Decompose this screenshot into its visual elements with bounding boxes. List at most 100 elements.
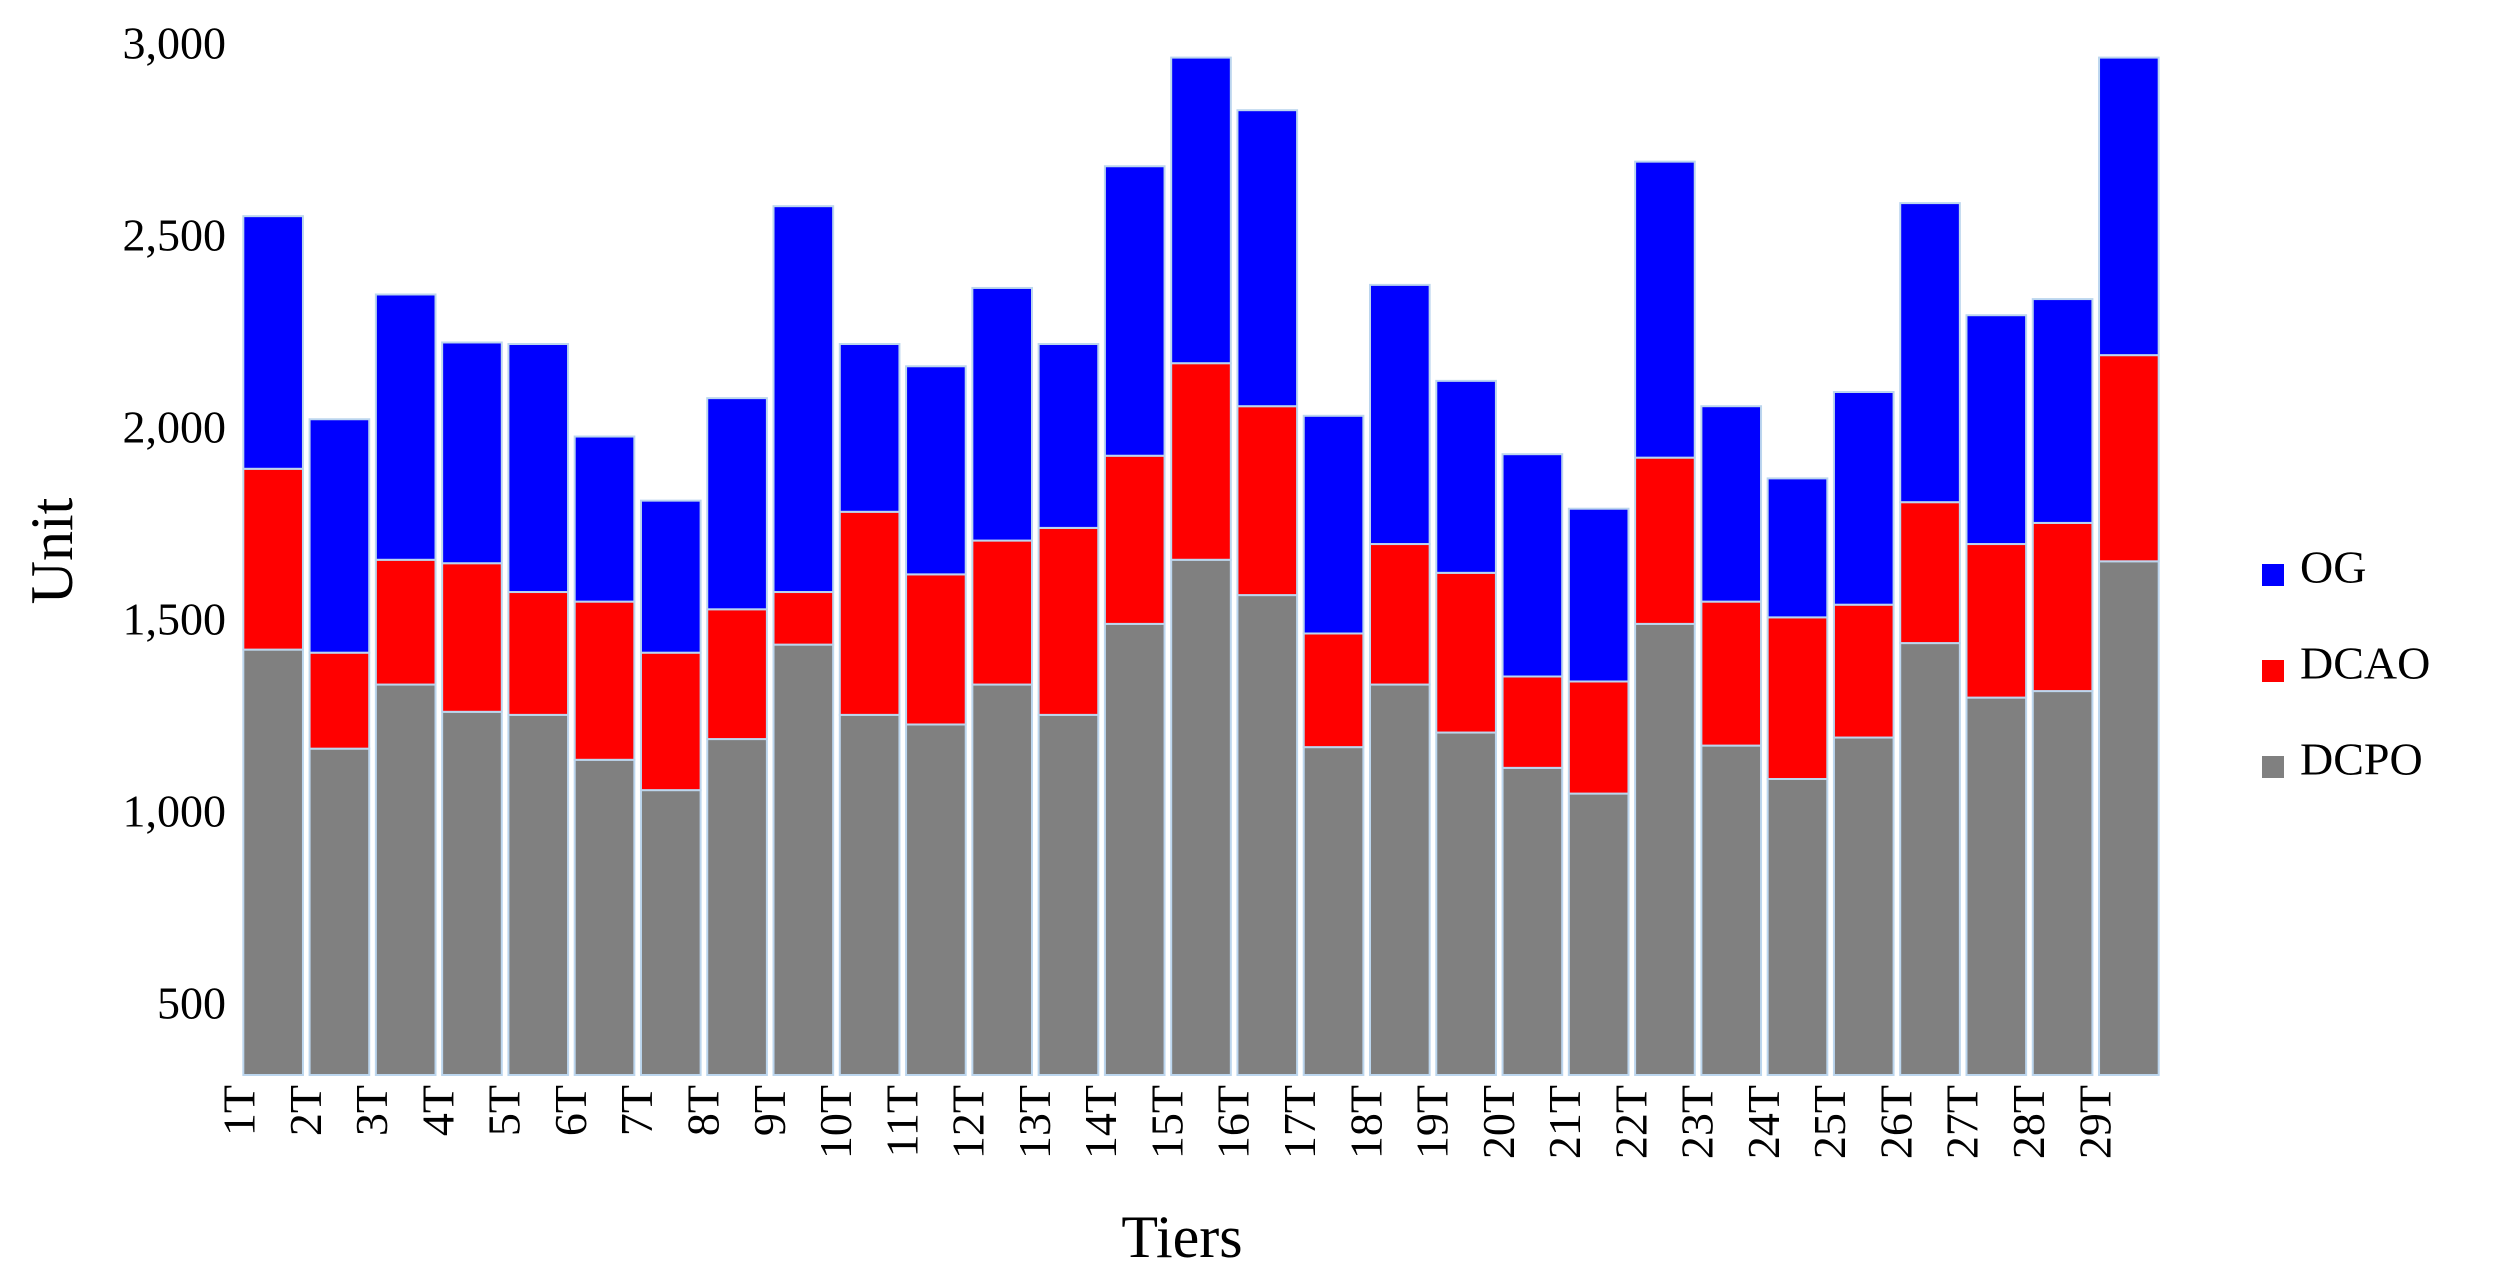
x-tick-label: 7T [611,1085,662,1136]
bar-segment [507,713,570,1076]
bar-segment [1103,622,1166,1077]
legend-label: DCAO [2300,638,2430,689]
bar-segment [441,341,503,565]
bar-segment [1899,202,1961,504]
bar-segment [1700,744,1763,1076]
bar-segment [1236,109,1299,408]
bar-segment [1567,680,1630,795]
bar-segment [1501,453,1564,678]
bar-segment [573,600,636,761]
x-tick-label: 15T [1141,1085,1192,1159]
bar-segment [2031,690,2094,1076]
legend-swatch [2262,756,2284,778]
bar-segment [1832,736,1895,1076]
x-tick-label: 9T [744,1085,795,1136]
bar-segment [1700,600,1763,747]
x-tick-label: 6T [545,1085,596,1136]
x-axis-title: Tiers [1121,1204,1242,1270]
bar-segment [1037,713,1100,1076]
x-tick-label: 19T [1407,1085,1458,1159]
y-tick-label: 1,000 [123,785,227,836]
bar-segment [1236,594,1299,1076]
x-tick-label: 23T [1672,1085,1723,1159]
bar-segment [971,286,1033,542]
bar-segment [1435,379,1497,574]
y-tick-label: 3,000 [123,18,227,69]
bar-segment [573,758,636,1076]
bar-segment [2031,298,2094,524]
bar-segment [2098,56,2160,357]
bar-segment [838,713,901,1076]
bar-segment [1567,507,1630,683]
x-tick-label: 8T [677,1085,728,1136]
y-tick-label: 1,500 [123,593,227,644]
bar-segment [308,747,371,1077]
y-axis-title: Unit [19,497,85,604]
bar-segment [374,293,437,561]
bar-segment [838,510,901,716]
x-tick-label: 11T [876,1085,927,1157]
x-tick-label: 21T [1539,1085,1590,1159]
bar-segment [838,343,901,513]
x-tick-label: 2T [280,1085,331,1136]
x-tick-label: 25T [1804,1085,1855,1159]
bar-segment [971,539,1033,686]
bar-segment [1302,414,1365,635]
bar-segment [1965,543,2028,699]
x-tick-label: 10T [810,1085,861,1159]
x-tick-label: 18T [1340,1085,1391,1159]
bar-segment [1103,454,1166,625]
bar-segment [772,205,835,594]
x-tick-label: 4T [412,1085,463,1136]
x-tick-label: 1T [214,1085,265,1136]
bar-segment [1965,696,2028,1076]
y-tick-label: 2,500 [123,210,227,261]
bar-segment [507,591,570,716]
bar-segment [639,789,702,1077]
bar-segment [374,683,437,1076]
bar-segment [242,467,304,651]
bar-segment [1832,603,1895,739]
x-tick-label: 13T [1009,1085,1060,1159]
x-tick-label: 22T [1605,1085,1656,1159]
bar-segment [2031,521,2094,693]
x-tick-label: 5T [479,1085,530,1136]
bar-segment [1501,766,1564,1076]
legend-label: OG [2300,542,2366,593]
bar-segment [1899,501,1961,645]
x-tick-label: 3T [346,1085,397,1136]
bar-segment [374,558,437,686]
bar-segment [242,648,304,1076]
bar-segment [308,651,371,750]
bar-segment [1170,56,1232,365]
x-tick-label: 27T [1937,1085,1988,1159]
bar-segment [2098,354,2160,563]
bar-segment [639,499,702,654]
bar-segment [507,343,570,594]
x-tick-label: 20T [1473,1085,1524,1159]
bar-segment [2098,560,2160,1076]
x-tick-label: 12T [943,1085,994,1159]
legend-swatch [2262,564,2284,586]
bar-segment [1170,558,1232,1076]
bar-segment [971,683,1033,1076]
x-tick-label: 17T [1274,1085,1325,1159]
bar-segment [1634,160,1696,459]
bar-segment [772,643,835,1076]
bar-segment [1832,390,1895,606]
legend-swatch [2262,660,2284,682]
x-tick-label: 28T [2003,1085,2054,1159]
legend-label: DCPO [2300,734,2423,785]
bar-segment [1567,792,1630,1077]
bar-segment [1369,283,1431,546]
bar-segment [706,397,768,611]
bar-segment [1369,683,1431,1076]
bar-segment [1965,314,2028,546]
bar-segment [441,710,503,1076]
bar-segment [1700,405,1763,603]
bar-segment [1302,746,1365,1077]
bar-segment [1369,543,1431,686]
bar-segment [242,215,304,470]
bar-segment [905,573,967,726]
bar-segment [441,562,503,713]
